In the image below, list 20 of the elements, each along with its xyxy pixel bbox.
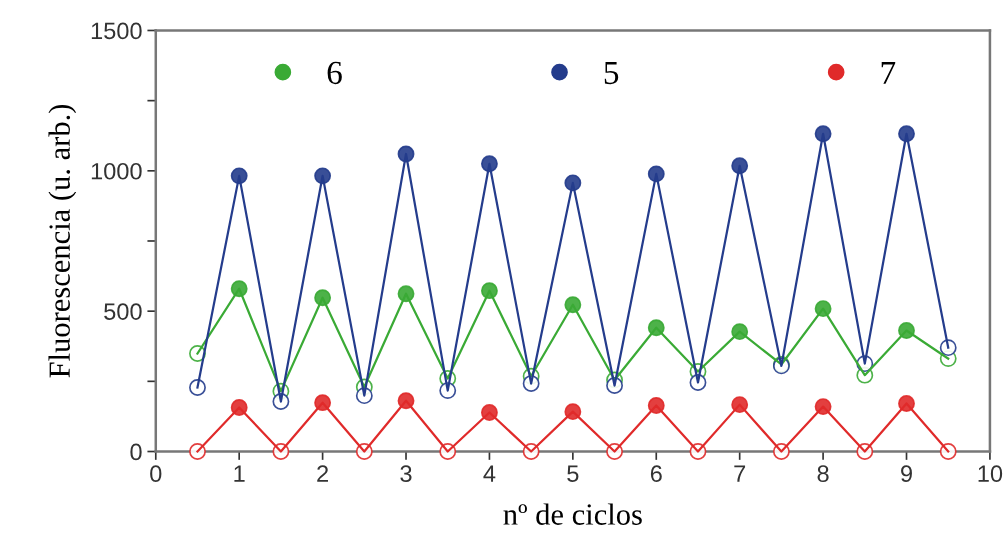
- x-tick-label: 1: [234, 465, 245, 482]
- x-tick-label: 5: [567, 465, 579, 483]
- y-axis-title: Fluorescencia (u. arb.): [48, 104, 77, 378]
- x-tick-label: 0: [150, 465, 162, 483]
- legend-label: 7: [881, 61, 896, 84]
- y-tick-label: 500: [104, 303, 142, 320]
- y-tick-label: 1000: [91, 162, 142, 180]
- x-tick-label: 2: [317, 465, 328, 482]
- x-tick-label: 4: [483, 465, 496, 482]
- x-tick-label: 10: [978, 465, 1003, 483]
- y-tick-label: 1500: [91, 22, 142, 40]
- x-tick-label: 7: [734, 465, 746, 482]
- x-tick-label: 6: [650, 465, 662, 483]
- x-tick-label: 3: [400, 465, 412, 483]
- legend-label: 5: [604, 61, 619, 85]
- x-tick-label: 8: [817, 465, 829, 483]
- y-tick-label: 0: [130, 443, 142, 461]
- x-axis-title: nº de ciclos: [503, 503, 642, 525]
- x-tick-label: 9: [901, 465, 912, 483]
- legend-label: 6: [327, 61, 342, 85]
